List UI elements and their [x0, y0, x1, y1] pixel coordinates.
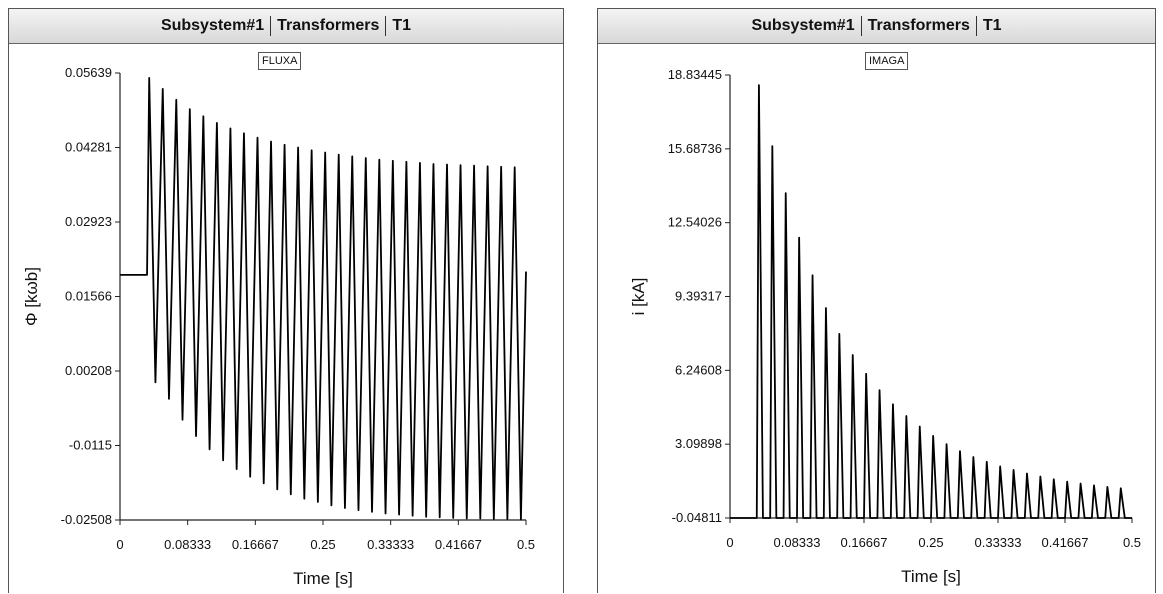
y-tick-label: 0.04281: [65, 140, 112, 155]
y-axis-title: Φ [kωb]: [22, 267, 41, 326]
x-tick-label: 0: [116, 537, 123, 552]
component-label: T1: [392, 17, 412, 34]
title-separator: [860, 16, 862, 36]
x-tick-label: 0.33333: [367, 537, 414, 552]
y-tick-label: 0.00208: [65, 363, 112, 378]
x-tick-label: 0.5: [1123, 535, 1141, 550]
current-chart-panel: Subsystem#1 Transformers T1 IMAGA 18.834…: [597, 8, 1156, 593]
x-tick-label: 0.41667: [435, 537, 482, 552]
x-axis-title: Time [s]: [293, 569, 353, 588]
x-tick-label: 0.08333: [164, 537, 211, 552]
y-tick-label: 9.39317: [675, 289, 722, 304]
y-tick-label: 15.68736: [668, 141, 722, 156]
y-tick-label: -0.0115: [69, 438, 112, 453]
y-tick-label: 18.83445: [668, 67, 722, 82]
x-axis-title: Time [s]: [901, 567, 961, 586]
title-separator: [975, 16, 977, 36]
x-tick-label: 0.16667: [232, 537, 279, 552]
x-tick-label: 0: [726, 535, 733, 550]
chart-title-bar: Subsystem#1 Transformers T1: [9, 9, 563, 44]
flux-chart-plot: 0.05639 0.04281 0.02923 0.01566 0.00208 -0.01…: [22, 65, 535, 588]
y-tick-label: 3.09898: [675, 436, 722, 451]
x-tick-label: 0.25: [918, 535, 943, 550]
x-tick-label: 0.25: [310, 537, 335, 552]
chart-title-bar: Subsystem#1 Transformers T1: [598, 9, 1155, 44]
x-tick-label: 0.5: [517, 537, 535, 552]
x-tick-label: 0.16667: [841, 535, 888, 550]
series-legend: IMAGA: [865, 52, 909, 70]
y-tick-label: 6.24608: [675, 362, 722, 377]
x-tick-label: 0.08333: [774, 535, 821, 550]
subsystem-label: Subsystem#1: [160, 17, 265, 34]
component-group-label: Transformers: [867, 17, 970, 34]
x-tick-label: 0.33333: [975, 535, 1022, 550]
current-chart-plot: 18.83445 15.68736 12.54026 9.39317 6.24608 3.…: [629, 67, 1141, 586]
series-line: [120, 76, 527, 521]
y-tick-label: 0.01566: [65, 289, 112, 304]
y-axis-title: i [kA]: [629, 278, 648, 316]
subsystem-label: Subsystem#1: [751, 17, 855, 34]
y-tick-label: 0.02923: [65, 214, 112, 229]
flux-chart-panel: Subsystem#1 Transformers T1 FLUXA 0.0563…: [8, 8, 564, 593]
series-legend: FLUXA: [258, 52, 302, 70]
y-tick-label: -0.04811: [672, 510, 722, 525]
component-group-label: Transformers: [277, 17, 380, 34]
component-label: T1: [982, 17, 1002, 34]
series-line: [730, 84, 1133, 519]
y-tick-label: -0.02508: [61, 512, 112, 527]
title-separator: [385, 16, 387, 36]
title-separator: [270, 16, 272, 36]
y-tick-label: 0.05639: [65, 65, 112, 80]
x-tick-label: 0.41667: [1042, 535, 1089, 550]
y-tick-label: 12.54026: [668, 215, 722, 230]
